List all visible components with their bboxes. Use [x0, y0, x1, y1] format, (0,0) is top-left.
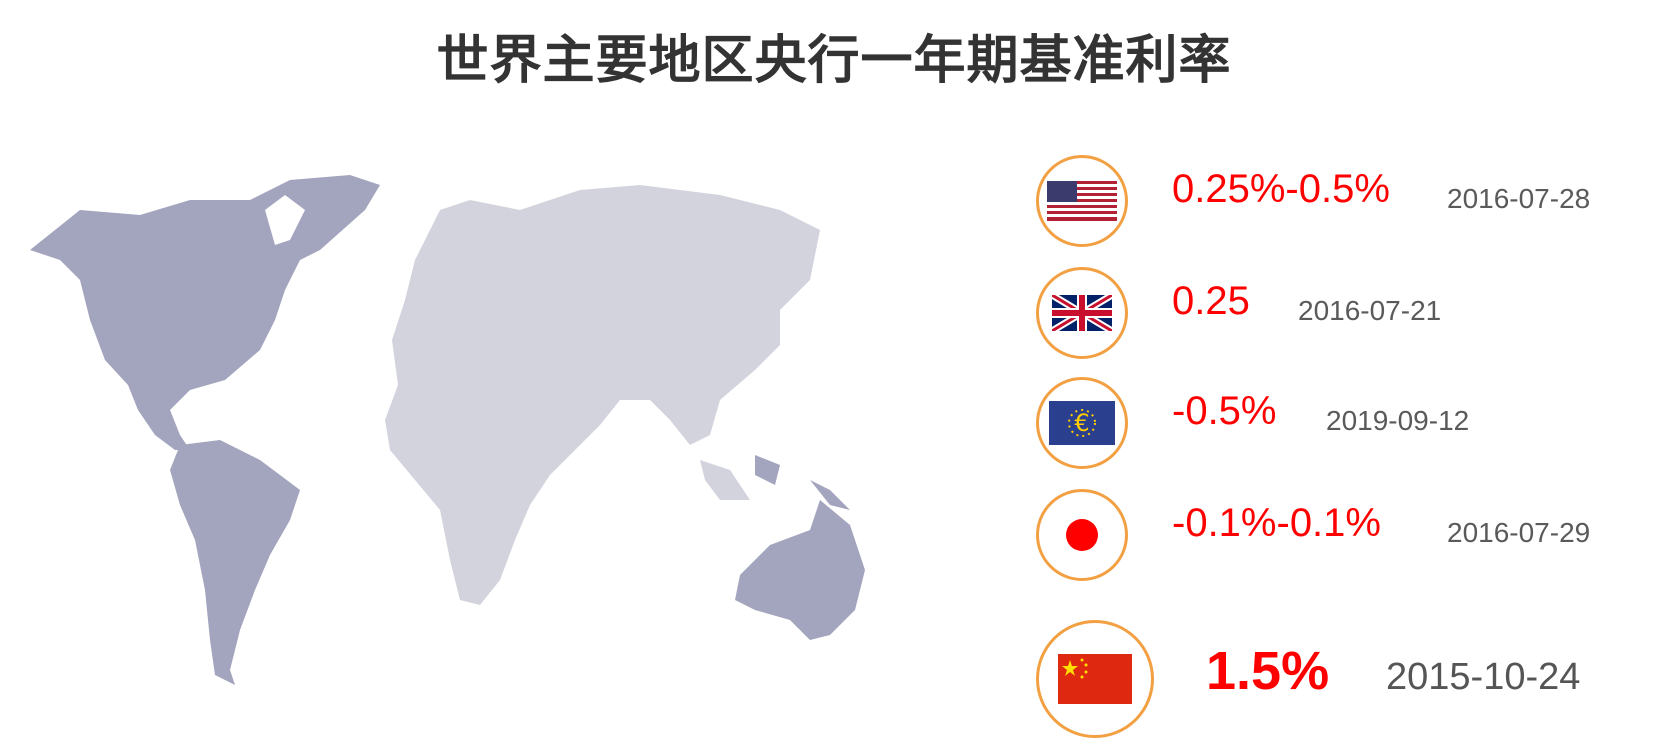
flag-badge — [1036, 620, 1154, 738]
uk-flag-icon — [1052, 295, 1112, 331]
eu-flag-icon: € — [1049, 401, 1115, 445]
rate-date: 2016-07-28 — [1447, 183, 1591, 214]
japan-flag-icon — [1066, 519, 1098, 551]
chart-title: 世界主要地区央行一年期基准利率 — [436, 31, 1232, 91]
rate-date: 2016-07-29 — [1447, 517, 1591, 548]
china-flag-icon — [1058, 654, 1132, 704]
rate-value: 0.25%-0.5% — [1172, 167, 1390, 211]
rate-value: -0.5% — [1172, 389, 1277, 433]
flag-badge: € — [1036, 377, 1128, 469]
rate-row: -0.1%-0.1% 2016-07-29 — [1036, 489, 1656, 589]
flag-badge — [1036, 489, 1128, 581]
rate-date: 2015-10-24 — [1386, 656, 1581, 698]
world-map — [30, 175, 865, 685]
flag-badge — [1036, 155, 1128, 247]
svg-text:€: € — [1074, 409, 1089, 437]
rate-row: 1.5% 2015-10-24 — [1036, 620, 1656, 738]
us-flag-icon — [1047, 181, 1117, 221]
rate-value: 1.5% — [1206, 641, 1330, 701]
flag-badge — [1036, 267, 1128, 359]
australia-shape — [735, 500, 865, 640]
north-america-shape — [30, 175, 380, 450]
rate-row: € -0.5% 2019-09-12 — [1036, 377, 1656, 477]
rate-date: 2016-07-21 — [1298, 295, 1442, 326]
rate-date: 2019-09-12 — [1326, 405, 1470, 436]
rate-value: -0.1%-0.1% — [1172, 501, 1381, 545]
rate-row: 0.25 2016-07-21 — [1036, 267, 1656, 367]
rate-value: 0.25 — [1172, 279, 1250, 323]
eurasia-africa-shape — [385, 185, 820, 605]
rate-row: 0.25%-0.5% 2016-07-28 — [1036, 155, 1656, 255]
south-america-shape — [170, 440, 300, 685]
